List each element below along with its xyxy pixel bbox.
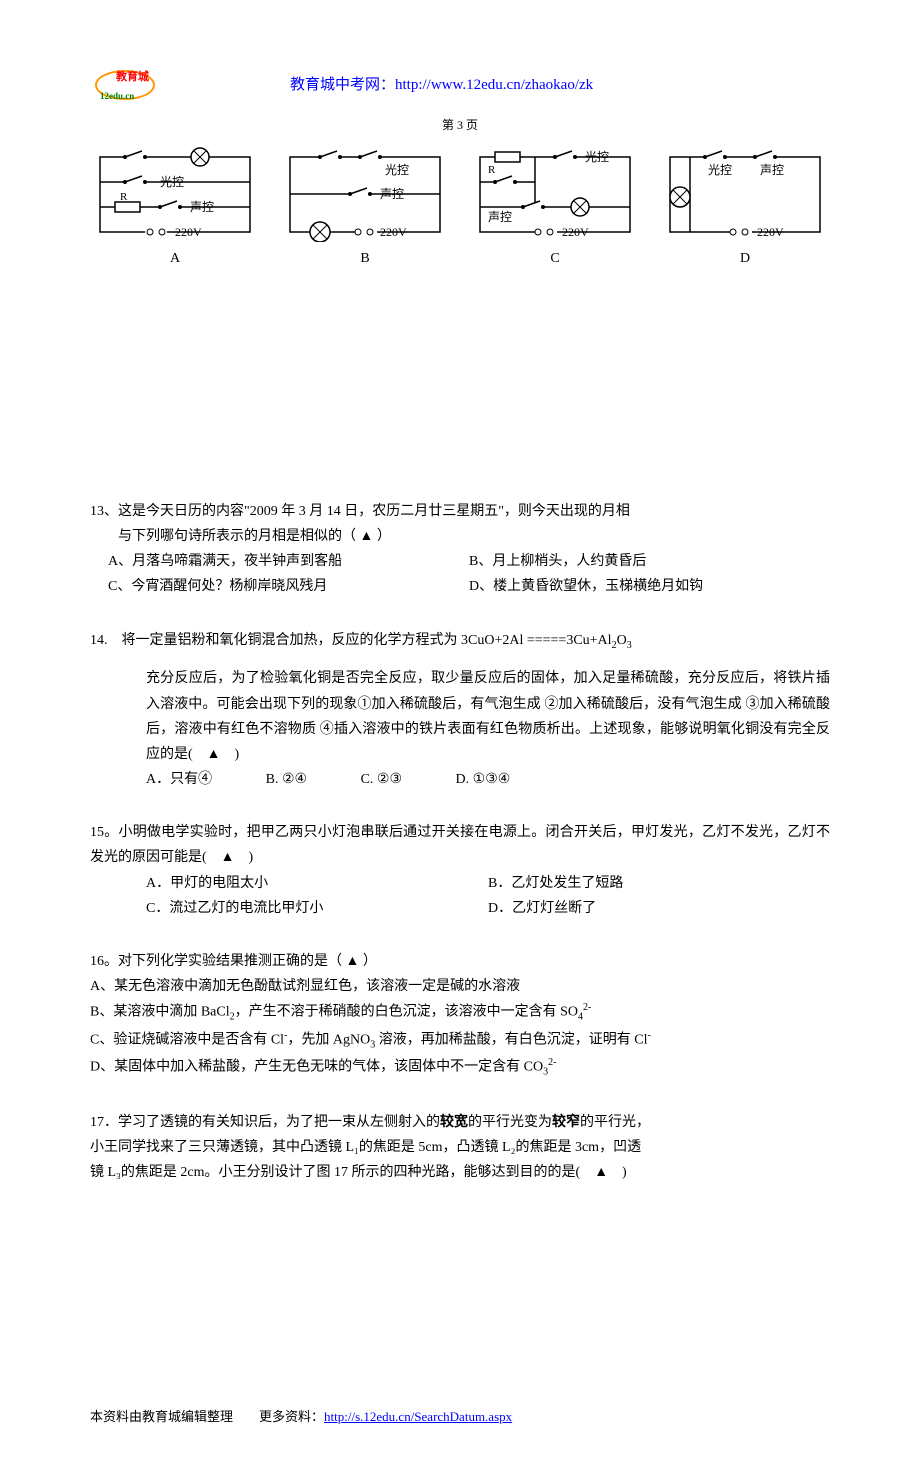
svg-text:220V: 220V [380, 225, 407, 239]
circuit-a-svg: 光控 R 声控 220V [90, 147, 260, 242]
q14-options: A．只有④ B. ②④ C. ②③ D. ①③④ [90, 767, 830, 792]
circuit-c: R 光控 声控 220V C [470, 147, 640, 271]
svg-text:声控: 声控 [760, 163, 784, 177]
circuit-d: 光控 声控 220V D [660, 147, 830, 271]
q14-option-c: C. ②③ [361, 767, 402, 792]
circuit-label-d: D [660, 246, 830, 271]
q13-stem-line2: 与下列哪句诗所表示的月相是相似的（ ▲ ） [90, 524, 830, 549]
svg-text:声控: 声控 [190, 200, 214, 214]
q15-option-c: C．流过乙灯的电流比甲灯小 [146, 896, 488, 921]
svg-text:220V: 220V [175, 225, 202, 239]
site-logo: 教育城 12edu.cn [90, 60, 160, 110]
circuit-c-svg: R 光控 声控 220V [470, 147, 640, 242]
circuit-b-svg: 光控 声控 220V [280, 147, 450, 242]
svg-text:220V: 220V [562, 225, 589, 239]
page-number: 第 3 页 [90, 115, 830, 137]
header-site-link[interactable]: 教育城中考网：http://www.12edu.cn/zhaokao/zk [290, 72, 593, 99]
svg-text:光控: 光控 [708, 163, 732, 177]
question-16: 16。对下列化学实验结果推测正确的是（ ▲ ） A、某无色溶液中滴加无色酚酞试剂… [90, 949, 830, 1082]
q14-stem: 14. 将一定量铝粉和氧化铜混合加热，反应的化学方程式为 3CuO+2Al ==… [90, 628, 830, 655]
question-14: 14. 将一定量铝粉和氧化铜混合加热，反应的化学方程式为 3CuO+2Al ==… [90, 628, 830, 793]
circuit-diagrams-row: 光控 R 声控 220V A 光控 [90, 147, 830, 271]
svg-text:R: R [488, 164, 496, 176]
question-17: 17．学习了透镜的有关知识后，为了把一束从左侧射入的较宽的平行光变为较窄的平行光… [90, 1110, 830, 1186]
q15-option-d: D．乙灯灯丝断了 [488, 896, 830, 921]
footer-text1: 本资料由教育城编辑整理 [90, 1409, 233, 1424]
svg-text:R: R [120, 191, 128, 203]
circuit-b: 光控 声控 220V B [280, 147, 450, 271]
logo-green-text: 12edu.cn [100, 88, 134, 104]
q14-option-a: A．只有④ [146, 767, 212, 792]
svg-text:光控: 光控 [160, 175, 184, 189]
question-15: 15。小明做电学实验时，把甲乙两只小灯泡串联后通过开关接在电源上。闭合开关后，甲… [90, 820, 830, 921]
q14-option-d: D. ①③④ [456, 767, 511, 792]
q15-stem: 15。小明做电学实验时，把甲乙两只小灯泡串联后通过开关接在电源上。闭合开关后，甲… [90, 820, 830, 870]
q13-option-c: C、今宵酒醒何处？杨柳岸晓风残月 [90, 574, 469, 599]
q16-option-b: B、某溶液中滴加 BaCl2，产生不溶于稀硝酸的白色沉淀，该溶液中一定含有 SO… [90, 999, 830, 1026]
q16-option-a: A、某无色溶液中滴加无色酚酞试剂显红色，该溶液一定是碱的水溶液 [90, 974, 830, 999]
page-header: 教育城 12edu.cn 教育城中考网：http://www.12edu.cn/… [90, 60, 830, 110]
circuit-label-b: B [280, 246, 450, 271]
question-13: 13、这是今天日历的内容"2009 年 3 月 14 日，农历二月廿三星期五"，… [90, 499, 830, 600]
q13-stem-line1: 13、这是今天日历的内容"2009 年 3 月 14 日，农历二月廿三星期五"，… [90, 499, 830, 524]
q13-option-d: D、楼上黄昏欲望休，玉梯横绝月如钩 [469, 574, 830, 599]
q16-option-c: C、验证烧碱溶液中是否含有 Cl-，先加 AgNO3 溶液，再加稀盐酸，有白色沉… [90, 1027, 830, 1054]
q17-line2: 小王同学找来了三只薄透镜，其中凸透镜 L₁的焦距是 5cm，凸透镜 L₂的焦距是… [90, 1135, 830, 1160]
footer-link[interactable]: http://s.12edu.cn/SearchDatum.aspx [324, 1409, 512, 1424]
q14-paragraph: 充分反应后，为了检验氧化铜是否完全反应，取少量反应后的固体，加入足量稀硫酸，充分… [90, 666, 830, 767]
q15-option-a: A．甲灯的电阻太小 [146, 871, 488, 896]
circuit-a: 光控 R 声控 220V A [90, 147, 260, 271]
q16-option-d: D、某固体中加入稀盐酸，产生无色无味的气体，该固体中不一定含有 CO32- [90, 1054, 830, 1081]
q14-option-b: B. ②④ [266, 767, 307, 792]
footer-text2: 更多资料： [259, 1409, 324, 1424]
svg-text:220V: 220V [757, 225, 784, 239]
q17-line1: 17．学习了透镜的有关知识后，为了把一束从左侧射入的较宽的平行光变为较窄的平行光… [90, 1110, 830, 1135]
circuit-label-a: A [90, 246, 260, 271]
svg-text:光控: 光控 [585, 150, 609, 164]
q13-option-b: B、月上柳梢头，人约黄昏后 [469, 549, 830, 574]
page-footer: 本资料由教育城编辑整理 更多资料：http://s.12edu.cn/Searc… [90, 1405, 830, 1428]
q16-stem: 16。对下列化学实验结果推测正确的是（ ▲ ） [90, 949, 830, 974]
svg-text:光控: 光控 [385, 163, 409, 177]
q17-line3: 镜 L₃的焦距是 2cm。小王分别设计了图 17 所示的四种光路，能够达到目的的… [90, 1160, 830, 1185]
circuit-d-svg: 光控 声控 220V [660, 147, 830, 242]
svg-text:声控: 声控 [488, 210, 512, 224]
svg-text:声控: 声控 [380, 187, 404, 201]
q15-option-b: B．乙灯处发生了短路 [488, 871, 830, 896]
circuit-label-c: C [470, 246, 640, 271]
logo-red-text: 教育城 [116, 68, 149, 88]
q13-option-a: A、月落乌啼霜满天，夜半钟声到客船 [90, 549, 469, 574]
